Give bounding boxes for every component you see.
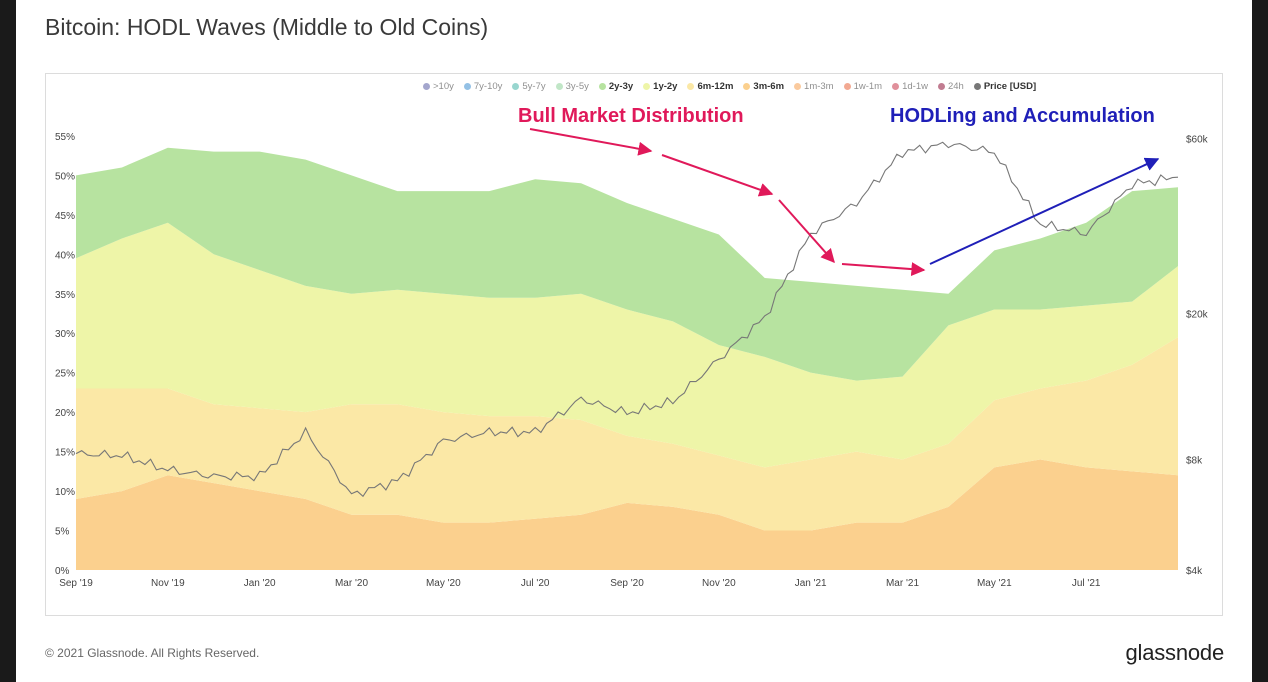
- legend-label: 5y-7y: [522, 81, 546, 92]
- legend-dot-icon: [643, 83, 651, 90]
- area-2y-3y: [76, 147, 1178, 381]
- legend-dot-icon: [973, 83, 981, 90]
- accumulation-arrow: [929, 157, 1160, 265]
- legend-dot-icon: [423, 83, 430, 90]
- x-tick-label: Sep '19: [59, 578, 93, 589]
- y-tick-label: 5%: [55, 527, 70, 538]
- distribution-arrow-1: [529, 128, 653, 156]
- area-series-group: [76, 147, 1178, 570]
- y-tick-label: 40%: [55, 250, 75, 261]
- legend-dot-icon: [794, 83, 802, 90]
- x-tick-label: Sep '20: [610, 578, 644, 589]
- y-tick-label: 25%: [55, 369, 75, 380]
- legend-label: 2y-3y: [608, 81, 634, 92]
- legend-item-1m-3m[interactable]: 1m-3m: [794, 81, 834, 92]
- legend-item--10y[interactable]: >10y: [423, 81, 454, 92]
- legend-label: 3y-5y: [565, 81, 589, 92]
- chart-legend: >10y 7y-10y 5y-7y 3y-5y 2y-3y 1y-2y 6m-12m 3m-6…: [423, 81, 1036, 92]
- x-tick-label: Nov '19: [151, 578, 185, 589]
- legend-label: 1y-2y: [653, 81, 678, 92]
- legend-dot-icon: [843, 83, 851, 90]
- page-title: Bitcoin: HODL Waves (Middle to Old Coins…: [45, 14, 489, 40]
- legend-item-5y-7y[interactable]: 5y-7y: [512, 81, 546, 92]
- legend-item-price-usd-[interactable]: Price [USD]: [973, 81, 1037, 92]
- y-tick-label: 55%: [55, 132, 75, 143]
- price-line: [75, 141, 1179, 498]
- y-tick-label: 20%: [55, 408, 75, 419]
- legend-item-1d-1w[interactable]: 1d-1w: [892, 81, 928, 92]
- distribution-arrow-3: [778, 199, 835, 264]
- legend-item-3y-5y[interactable]: 3y-5y: [555, 81, 589, 92]
- y-tick-label: 50%: [55, 171, 75, 182]
- x-tick-label: Mar '21: [886, 578, 919, 589]
- x-tick-label: Jul '21: [1072, 578, 1101, 589]
- legend-label: Price [USD]: [983, 81, 1037, 92]
- legend-label: 3m-6m: [753, 81, 785, 92]
- legend-label: >10y: [433, 81, 454, 92]
- legend-item-1w-1m[interactable]: 1w-1m: [843, 81, 883, 92]
- y2-tick-label: $20k: [1186, 309, 1209, 320]
- annotation-accumulation: HODLing and Accumulation: [890, 105, 1155, 127]
- y-tick-label: 30%: [55, 329, 75, 340]
- legend-label: 7y-10y: [473, 81, 503, 92]
- legend-label: 24h: [947, 81, 964, 92]
- legend-item-3m-6m[interactable]: 3m-6m: [743, 81, 784, 92]
- y-tick-label: 0%: [55, 566, 70, 577]
- legend-dot-icon: [937, 83, 945, 90]
- distribution-arrow-2: [661, 154, 774, 197]
- y-axis-left: 0% 5% 10% 15% 20% 25% 30% 35% 40% 45% 50% 55%: [55, 132, 75, 577]
- y2-tick-label: $4k: [1186, 566, 1203, 577]
- legend-item-1y-2y[interactable]: 1y-2y: [643, 81, 677, 92]
- area-3m-6m: [76, 459, 1178, 570]
- area-1y-2y: [76, 222, 1178, 468]
- legend-dot-icon: [743, 83, 751, 90]
- footer-copyright: © 2021 Glassnode. All Rights Reserved.: [45, 646, 260, 660]
- x-tick-label: May '21: [977, 578, 1012, 589]
- legend-dot-icon: [687, 83, 695, 90]
- legend-label: 1m-3m: [804, 81, 834, 92]
- y-tick-label: 15%: [55, 448, 75, 459]
- y2-tick-label: $8k: [1186, 456, 1203, 467]
- annotation-distribution: Bull Market Distribution: [518, 105, 744, 127]
- legend-item-2y-3y[interactable]: 2y-3y: [598, 81, 634, 92]
- y-tick-label: 45%: [55, 211, 75, 222]
- legend-item-7y-10y[interactable]: 7y-10y: [463, 81, 503, 92]
- legend-label: 1d-1w: [902, 81, 928, 92]
- y2-tick-label: $60k: [1186, 134, 1209, 145]
- legend-label: 6m-12m: [697, 81, 734, 92]
- x-tick-label: Nov '20: [702, 578, 736, 589]
- hodl-waves-chart: glassnode 0%5%10%15%20%25%30%35%40%45%50…: [55, 105, 1209, 589]
- x-tick-label: Jan '20: [244, 578, 276, 589]
- legend-label: 1w-1m: [853, 81, 883, 92]
- y-tick-label: 10%: [55, 487, 75, 498]
- legend-dot-icon: [463, 83, 471, 90]
- legend-dot-icon: [598, 83, 606, 90]
- x-tick-label: Jan '21: [795, 578, 827, 589]
- chart-frame: [45, 73, 1223, 616]
- x-tick-label: Jul '20: [521, 578, 550, 589]
- legend-dot-icon: [892, 83, 900, 90]
- x-tick-label: Mar '20: [335, 578, 368, 589]
- distribution-arrow-4: [841, 262, 926, 277]
- x-tick-label: May '20: [426, 578, 461, 589]
- price-series-group: [75, 141, 1179, 498]
- legend-dot-icon: [512, 83, 520, 90]
- page: Bitcoin: HODL Waves (Middle to Old Coins…: [16, 0, 1252, 682]
- area-6m-12m: [76, 337, 1178, 531]
- y-axis-right: $4k $8k $20k $60k: [1186, 134, 1209, 577]
- x-axis: Sep '19 Nov '19 Jan '20 Mar '20 May '20 Jul '…: [59, 578, 1101, 589]
- legend-dot-icon: [555, 83, 563, 90]
- footer-brand-logo: glassnode: [1125, 640, 1225, 665]
- y-tick-label: 35%: [55, 290, 75, 301]
- legend-item-24h[interactable]: 24h: [937, 81, 964, 92]
- legend-item-6m-12m[interactable]: 6m-12m: [687, 81, 733, 92]
